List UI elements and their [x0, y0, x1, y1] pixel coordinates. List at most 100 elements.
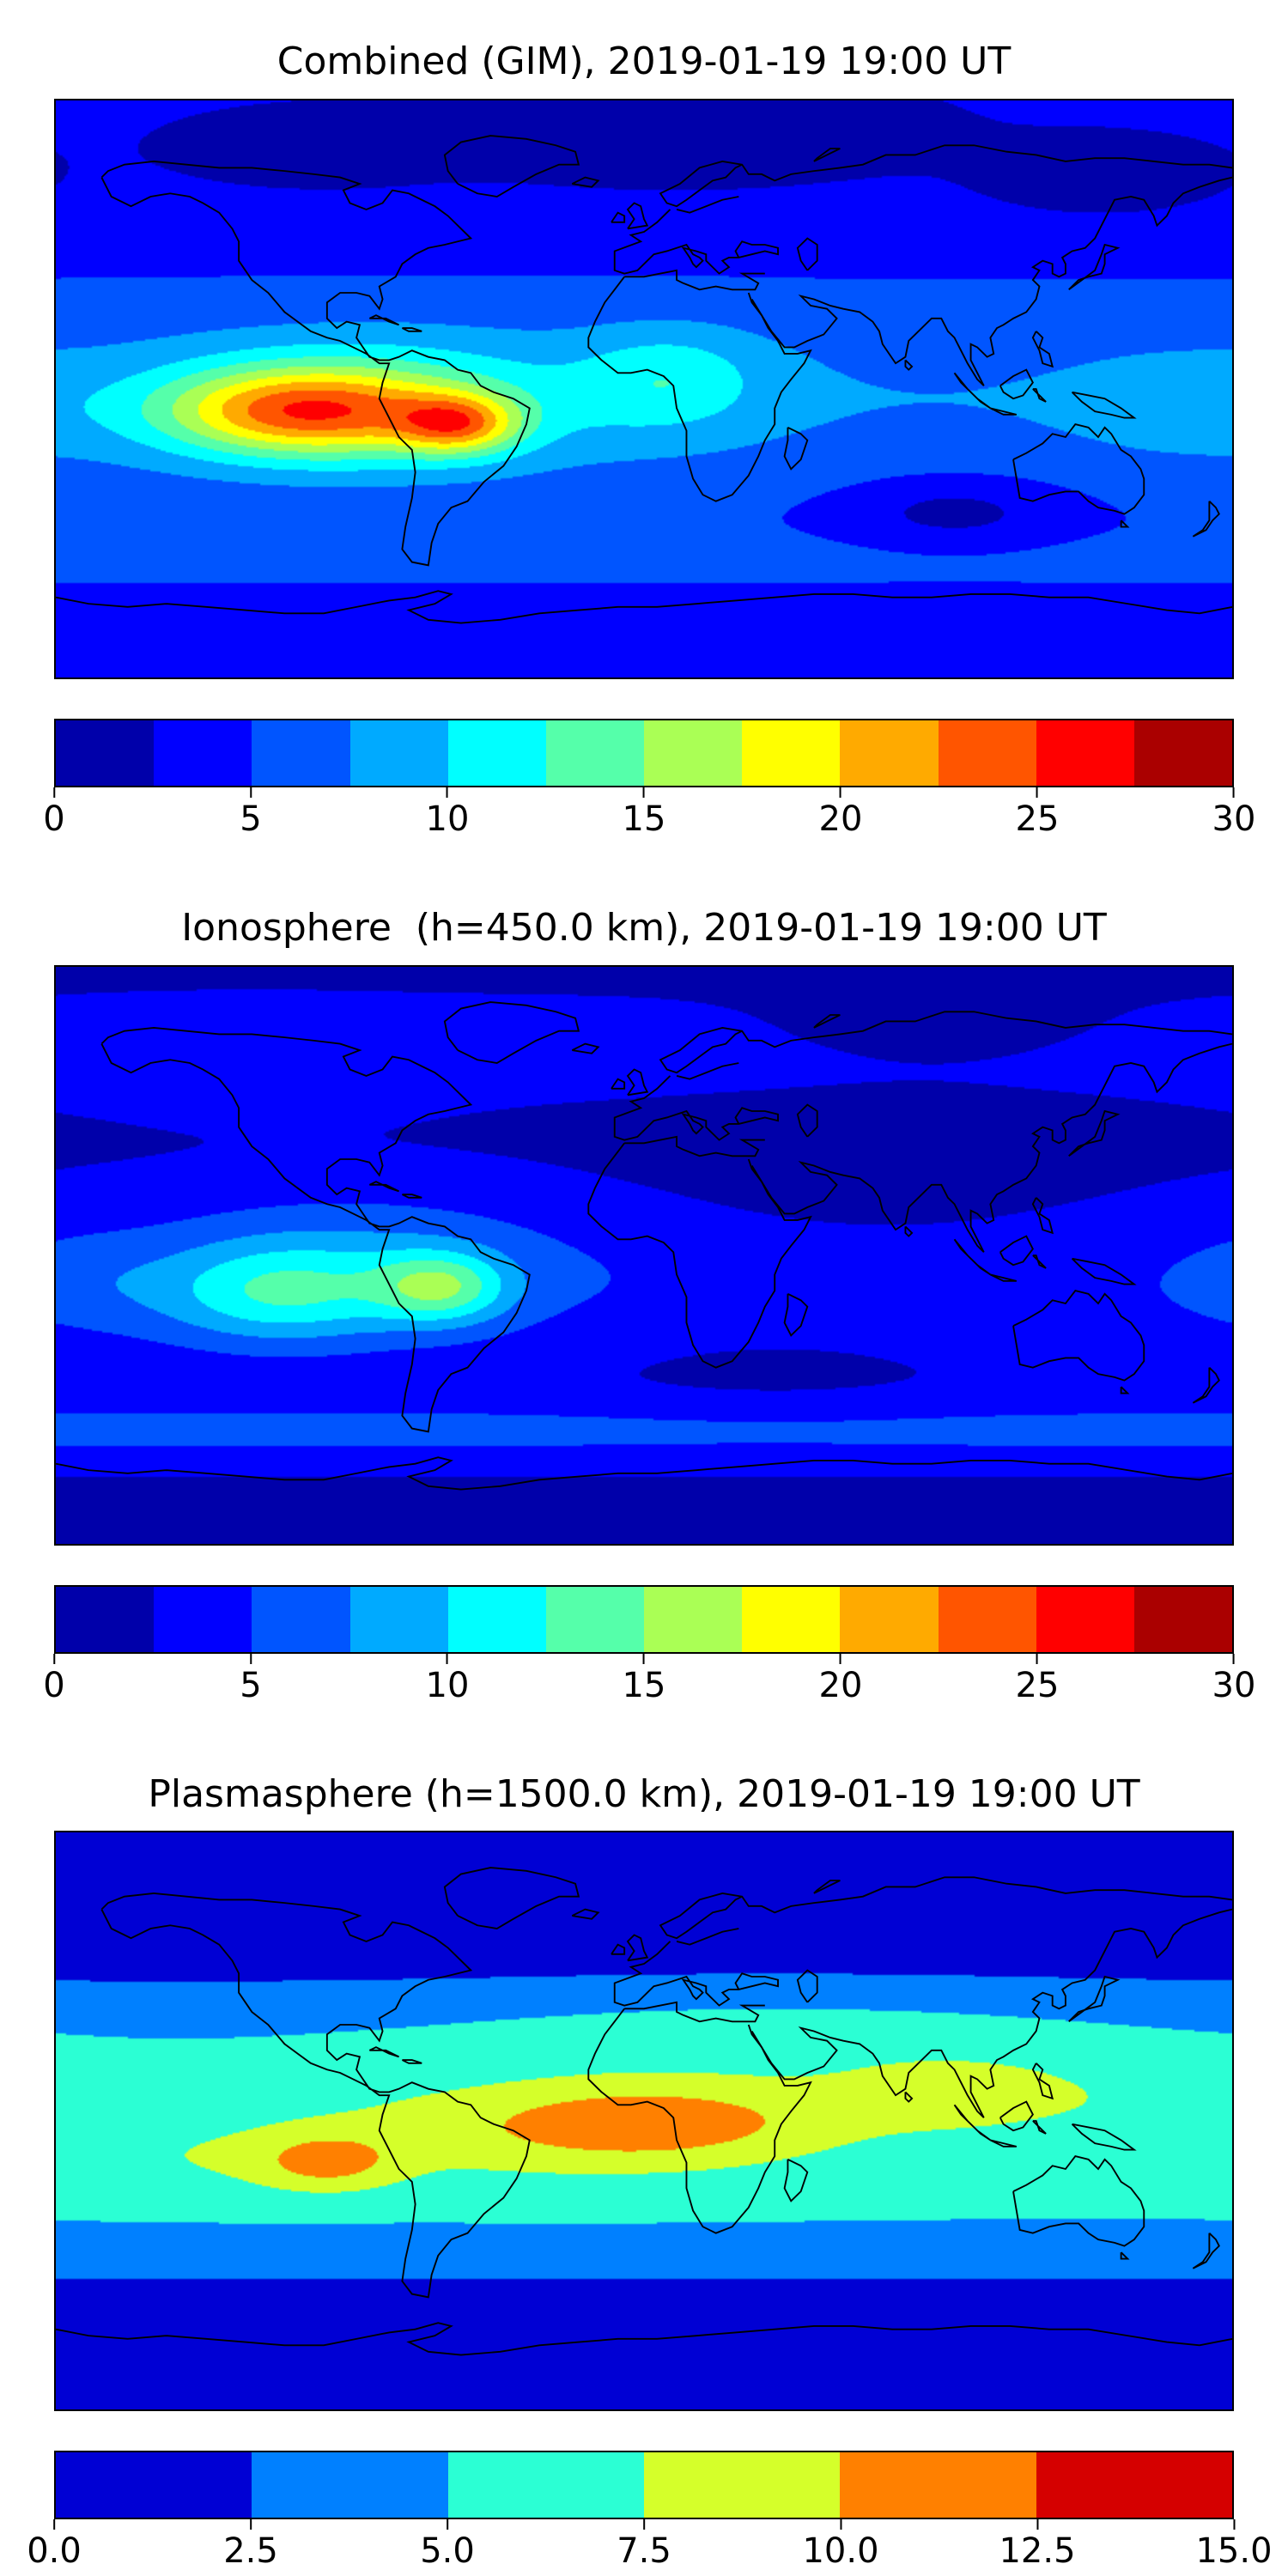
tick-mark [1036, 787, 1038, 798]
colorbar-tick: 25 [1015, 787, 1060, 839]
colorbar-segment [545, 1586, 645, 1652]
colorbar-tick: 15 [622, 787, 666, 839]
tick-label: 30 [1212, 799, 1256, 839]
colorbar-ticks-plasmasphere: 0.0 2.5 5.0 7.5 10.0 12.5 15.0 [27, 2519, 1273, 2573]
colorbar-ticks-ionosphere: 0 5 10 15 20 25 30 [43, 1653, 1255, 1707]
colorbar-tick: 10 [425, 1653, 470, 1705]
tick-label: 15 [622, 1665, 666, 1705]
colorbar-segment [447, 1586, 546, 1652]
colorbar-segment [545, 720, 645, 786]
map-ionosphere-canvas [56, 966, 1232, 1544]
tick-mark [249, 787, 252, 798]
colorbar-segment [1036, 720, 1134, 786]
colorbar-segment [349, 1586, 448, 1652]
colorbar-segment [1133, 1586, 1233, 1652]
colorbar-segment [742, 720, 841, 786]
tick-label: 30 [1212, 1665, 1256, 1705]
tick-mark [1233, 2519, 1235, 2530]
colorbar-segment [643, 2452, 841, 2518]
panel-plasmasphere: Plasmasphere (h=1500.0 km), 2019-01-19 1… [0, 1772, 1288, 2573]
colorbar-segment [644, 720, 743, 786]
map-combined-canvas [56, 100, 1232, 677]
colorbar-tick: 5 [240, 787, 262, 839]
panel-ionosphere: Ionosphere (h=450.0 km), 2019-01-19 19:0… [0, 906, 1288, 1707]
tick-label: 10 [425, 799, 470, 839]
colorbar-segment [938, 720, 1036, 786]
tick-mark [840, 2519, 841, 2530]
colorbar-tick: 10 [425, 787, 470, 839]
tick-label: 15.0 [1195, 2531, 1273, 2572]
colorbar-tick: 0 [43, 787, 65, 839]
colorbar-segment [447, 720, 546, 786]
tick-label: 10.0 [802, 2531, 879, 2572]
tick-mark [249, 1653, 252, 1664]
colorbar-tick: 12.5 [999, 2519, 1076, 2572]
tick-label: 25 [1015, 799, 1060, 839]
tick-label: 12.5 [999, 2531, 1076, 2572]
colorbar-tick: 20 [818, 1653, 863, 1705]
map-plasmasphere [54, 1831, 1234, 2412]
tick-mark [447, 2519, 448, 2530]
colorbar-plasmasphere [54, 2451, 1234, 2520]
tick-label: 0.0 [27, 2531, 82, 2572]
tick-mark [53, 2519, 55, 2530]
colorbar-segment [840, 1586, 939, 1652]
tick-mark [52, 787, 55, 798]
tick-label: 25 [1015, 1665, 1060, 1705]
colorbar-tick: 2.5 [223, 2519, 278, 2571]
colorbar-segment [56, 720, 155, 786]
tick-label: 5 [240, 799, 262, 839]
map-combined [54, 98, 1234, 679]
colorbar-ionosphere [54, 1584, 1234, 1654]
tick-label: 20 [818, 799, 863, 839]
colorbar-tick: 5 [240, 1653, 262, 1705]
colorbar-segment [938, 1586, 1036, 1652]
tick-label: 10 [425, 1665, 470, 1705]
colorbar-tick: 20 [818, 787, 863, 839]
tick-label: 0 [43, 799, 65, 839]
colorbar-segment [56, 1586, 155, 1652]
colorbar-tick: 30 [1212, 1653, 1256, 1705]
panel-combined-gim: Combined (GIM), 2019-01-19 19:00 UT 0 5 10… [0, 0, 1288, 841]
tick-label: 5 [240, 1665, 262, 1705]
colorbar-segment [252, 2452, 448, 2518]
tick-mark [1036, 2519, 1038, 2530]
colorbar-segment [1036, 1586, 1134, 1652]
tick-mark [1233, 787, 1235, 798]
tick-mark [52, 1653, 55, 1664]
colorbar-ticks-combined: 0 5 10 15 20 25 30 [43, 787, 1255, 841]
colorbar-combined [54, 718, 1234, 787]
colorbar-segment [252, 720, 350, 786]
tick-label: 2.5 [223, 2531, 278, 2572]
colorbar-segment [447, 2452, 644, 2518]
tick-mark [840, 787, 841, 798]
colorbar-segment [1133, 720, 1233, 786]
tick-label: 20 [818, 1665, 863, 1705]
colorbar-tick: 30 [1212, 787, 1256, 839]
colorbar-segment [644, 1586, 743, 1652]
tick-label: 5.0 [420, 2531, 475, 2572]
colorbar-segment [349, 720, 448, 786]
colorbar-segment [56, 2452, 252, 2518]
tick-mark [447, 787, 448, 798]
map-ionosphere [54, 964, 1234, 1546]
tick-mark [1036, 1653, 1038, 1664]
colorbar-tick: 25 [1015, 1653, 1060, 1705]
colorbar-segment [1036, 2452, 1232, 2518]
tick-mark [643, 1653, 645, 1664]
panel-title-ionosphere: Ionosphere (h=450.0 km), 2019-01-19 19:0… [181, 905, 1107, 950]
colorbar-tick: 7.5 [617, 2519, 671, 2571]
colorbar-segment [154, 720, 252, 786]
tick-label: 7.5 [617, 2531, 671, 2572]
panel-title-plasmasphere: Plasmasphere (h=1500.0 km), 2019-01-19 1… [148, 1771, 1140, 1816]
tick-mark [840, 1653, 841, 1664]
tick-label: 0 [43, 1665, 65, 1705]
colorbar-segment [252, 1586, 350, 1652]
map-plasmasphere-canvas [56, 1832, 1232, 2410]
tick-label: 15 [622, 799, 666, 839]
tick-mark [1233, 1653, 1235, 1664]
colorbar-tick: 5.0 [420, 2519, 475, 2571]
colorbar-tick: 0.0 [27, 2519, 82, 2571]
colorbar-segment [840, 2452, 1036, 2518]
tick-mark [643, 787, 645, 798]
